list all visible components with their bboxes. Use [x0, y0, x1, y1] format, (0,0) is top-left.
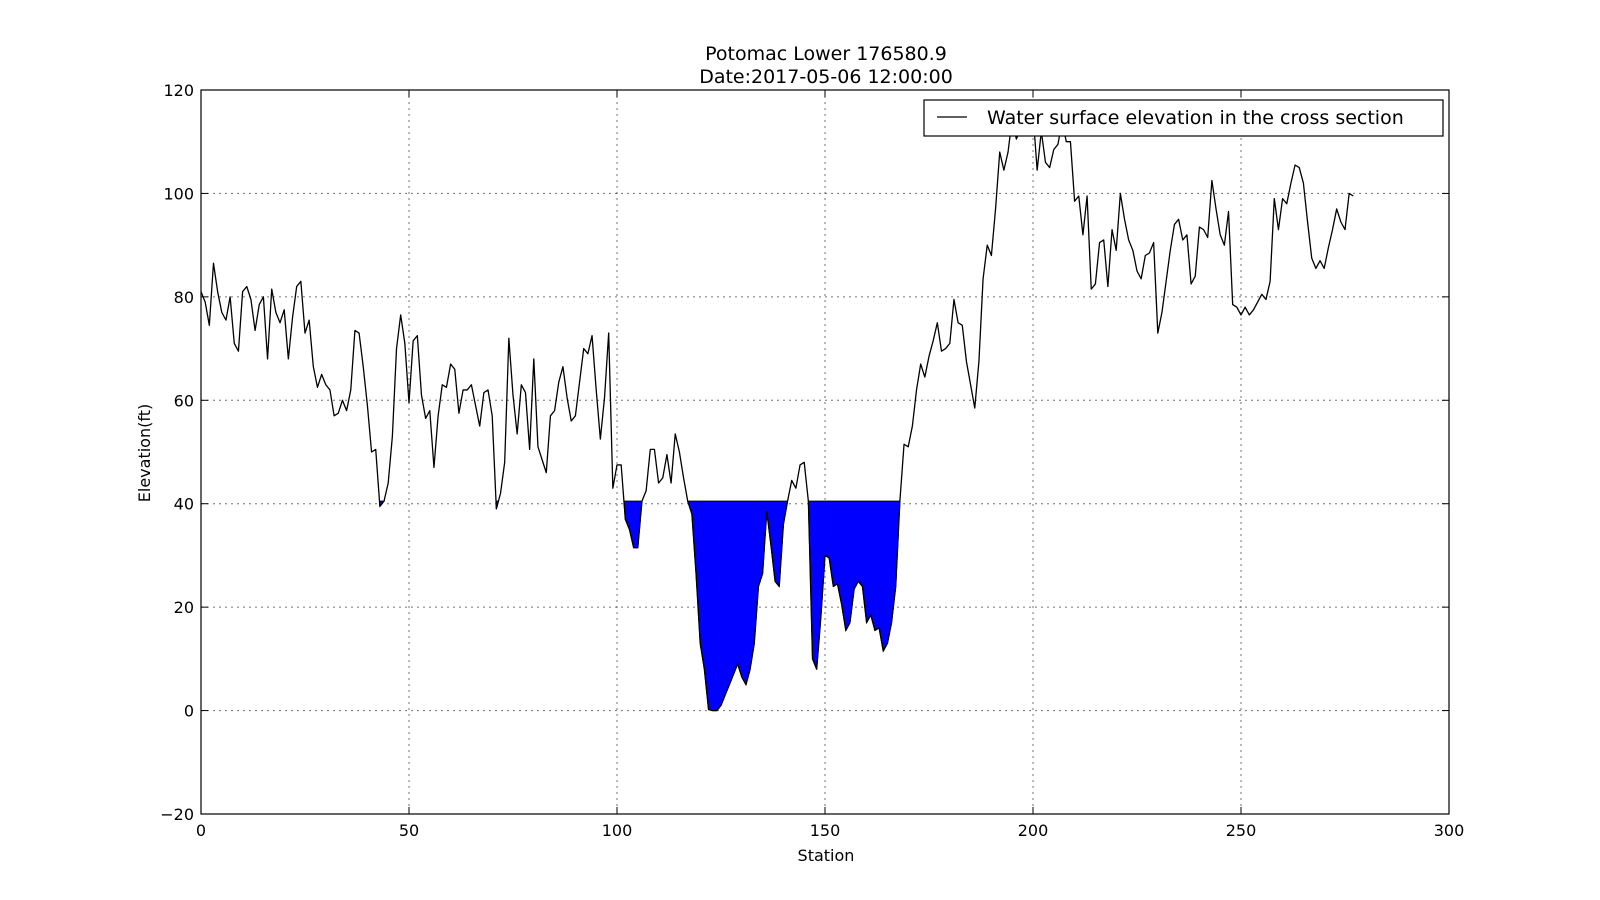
chart-title: Potomac Lower 176580.9: [705, 43, 947, 65]
x-tick-label: 0: [196, 821, 206, 840]
x-tick-label: 150: [810, 821, 841, 840]
y-tick-label: 100: [163, 184, 194, 203]
chart-subtitle: Date:2017-05-06 12:00:00: [699, 66, 953, 88]
x-tick-label: 100: [602, 821, 633, 840]
y-tick-label: 60: [174, 391, 194, 410]
x-axis-label: Station: [798, 846, 855, 865]
legend-entry: Water surface elevation in the cross sec…: [987, 107, 1404, 129]
elevation-series-line: [200, 104, 1354, 712]
y-tick-label: 40: [174, 495, 194, 514]
x-tick-label: 300: [1434, 821, 1465, 840]
y-tick-label: 0: [184, 702, 194, 721]
x-tick-label: 200: [1018, 821, 1049, 840]
y-tick-label: −20: [160, 805, 194, 824]
legend: Water surface elevation in the cross sec…: [923, 99, 1444, 137]
y-tick-label: 20: [174, 598, 194, 617]
x-tick-label: 50: [399, 821, 419, 840]
x-tick-label: 250: [1226, 821, 1257, 840]
grid-lines: [201, 90, 1449, 814]
legend-box: [923, 99, 1444, 137]
y-tick-label: 80: [174, 288, 194, 307]
y-axis-label: Elevation(ft): [135, 404, 154, 502]
y-tick-label: 120: [163, 81, 194, 100]
elevation-line-layer: [200, 104, 1354, 712]
